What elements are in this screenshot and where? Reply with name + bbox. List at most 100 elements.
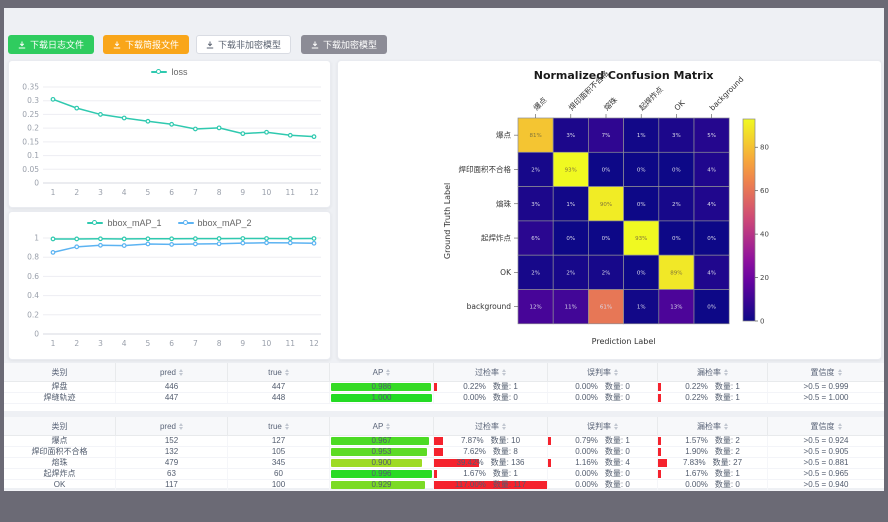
column-header-置信度[interactable]: 置信度	[768, 417, 884, 435]
svg-text:2%: 2%	[531, 167, 540, 173]
svg-text:熔珠: 熔珠	[496, 198, 511, 208]
sort-caret-icon[interactable]	[837, 368, 842, 376]
svg-text:Prediction Label: Prediction Label	[592, 337, 656, 346]
rate-count: 数量: 4	[604, 458, 630, 467]
svg-text:0.25: 0.25	[22, 110, 39, 119]
column-header-pred[interactable]: pred	[116, 417, 228, 435]
misjudge-cell: 0.00% 数量: 0	[548, 382, 658, 392]
rate-bar	[434, 383, 437, 391]
column-header-label: pred	[159, 367, 176, 377]
confidence-cell: >0.5 = 0.999	[803, 382, 849, 391]
svg-text:5: 5	[146, 188, 151, 197]
column-header-pred[interactable]: pred	[116, 363, 228, 381]
column-header-误判率[interactable]: 误判率	[548, 363, 658, 381]
sort-caret-icon[interactable]	[502, 368, 506, 376]
table-row: OK 117 100 0.929 117.00% 数量: 117 0.00% 数量: 0 0.0…	[4, 480, 884, 491]
overdetect-cell: 0.00% 数量: 0	[434, 393, 548, 403]
rate-count: 数量: 1	[492, 382, 518, 391]
sort-caret-icon[interactable]	[614, 422, 618, 430]
sort-caret-icon[interactable]	[724, 368, 728, 376]
sort-caret-icon[interactable]	[284, 422, 289, 430]
column-header-误判率[interactable]: 误判率	[548, 417, 658, 435]
sort-caret-icon[interactable]	[386, 368, 391, 376]
svg-text:Ground Truth Label: Ground Truth Label	[443, 183, 452, 259]
map-chart: 00.20.40.60.811 2 3 4 5 6 7 8 9 10 11 12	[27, 234, 321, 348]
download-encrypted-model-button[interactable]: 下载加密模型	[301, 35, 388, 54]
legend-item-bbox_mAP_2[interactable]: bbox_mAP_2	[177, 218, 252, 228]
misjudge-cell: 0.00% 数量: 0	[548, 393, 658, 403]
legend-label: bbox_mAP_1	[107, 218, 162, 228]
column-header-AP[interactable]: AP	[330, 363, 434, 381]
rate-bar	[548, 437, 551, 445]
column-header-label: pred	[159, 421, 176, 431]
svg-text:0%: 0%	[707, 305, 716, 311]
overdetect-cell: 39.42% 数量: 136	[434, 458, 548, 468]
pred-cell: 447	[116, 393, 228, 403]
legend-marker-icon	[87, 220, 104, 225]
sort-caret-icon[interactable]	[724, 422, 728, 430]
sort-caret-icon[interactable]	[179, 368, 183, 376]
download-plain-model-button[interactable]: 下载非加密模型	[196, 35, 292, 54]
rate-bar	[434, 481, 547, 489]
column-header-过检率[interactable]: 过检率	[434, 363, 548, 381]
rate-count: 数量: 136	[490, 458, 525, 467]
rate-count: 数量: 0	[604, 480, 630, 489]
svg-text:0%: 0%	[602, 167, 611, 173]
sort-caret-icon[interactable]	[502, 422, 506, 430]
svg-text:1%: 1%	[637, 133, 646, 139]
svg-text:0%: 0%	[566, 236, 575, 242]
column-header-类别: 类别	[4, 363, 116, 381]
svg-text:2%: 2%	[672, 202, 681, 208]
column-header-label: 类别	[51, 367, 68, 377]
map-chart-legend: bbox_mAP_1 bbox_mAP_2	[9, 218, 330, 228]
sort-caret-icon[interactable]	[614, 368, 618, 376]
sort-caret-icon[interactable]	[284, 368, 289, 376]
true-cell: 105	[228, 447, 330, 457]
table-row: 爆点 152 127 0.967 7.87% 数量: 10 0.79% 数量: 1 1.57% 数…	[4, 436, 884, 447]
legend-item-loss[interactable]: loss	[151, 67, 188, 77]
svg-text:12%: 12%	[529, 305, 541, 311]
column-header-true[interactable]: true	[228, 417, 330, 435]
rate-count: 数量: 0	[604, 469, 630, 478]
rate-count: 数量: 0	[604, 382, 630, 391]
rate-percent: 0.22%	[685, 393, 708, 402]
svg-text:0: 0	[34, 179, 39, 188]
overdetect-cell: 7.62% 数量: 8	[434, 447, 548, 457]
column-header-漏检率[interactable]: 漏检率	[658, 363, 768, 381]
column-header-label: true	[268, 421, 282, 431]
rate-percent: 7.87%	[460, 436, 484, 445]
download-report-button[interactable]: 下载简报文件	[103, 35, 190, 54]
class-cell: 熔珠	[4, 458, 116, 468]
svg-text:6: 6	[169, 339, 174, 348]
column-header-置信度[interactable]: 置信度	[768, 363, 884, 381]
rate-count: 数量: 117	[492, 480, 527, 489]
svg-text:93%: 93%	[565, 167, 577, 173]
rate-percent: 0.79%	[575, 436, 598, 445]
column-header-漏检率[interactable]: 漏检率	[658, 417, 768, 435]
confidence-cell: >0.5 = 0.940	[803, 480, 849, 489]
table-row: 焊盘 446 447 0.986 0.22% 数量: 1 0.00% 数量: 0 0.22% 数量…	[4, 382, 884, 393]
column-header-AP[interactable]: AP	[330, 417, 434, 435]
legend-item-bbox_mAP_1[interactable]: bbox_mAP_1	[87, 218, 162, 228]
svg-text:90%: 90%	[600, 202, 612, 208]
rate-percent: 0.00%	[685, 480, 708, 489]
svg-text:爆点: 爆点	[531, 94, 549, 112]
svg-text:起焊炸点: 起焊炸点	[481, 233, 511, 243]
svg-text:起焊炸点: 起焊炸点	[637, 84, 666, 113]
sort-caret-icon[interactable]	[837, 422, 842, 430]
miss-cell: 1.90% 数量: 2	[658, 447, 768, 457]
svg-text:1%: 1%	[566, 202, 575, 208]
svg-text:2: 2	[74, 339, 79, 348]
sort-caret-icon[interactable]	[179, 422, 183, 430]
sort-caret-icon[interactable]	[386, 422, 391, 430]
download-log-button[interactable]: 下载日志文件	[8, 35, 95, 54]
svg-text:8: 8	[217, 339, 222, 348]
true-cell: 60	[228, 469, 330, 479]
column-header-true[interactable]: true	[228, 363, 330, 381]
class-cell: 焊缝轨迹	[4, 393, 116, 403]
confidence-cell: >0.5 = 1.000	[803, 393, 849, 402]
column-header-过检率[interactable]: 过检率	[434, 417, 548, 435]
ap-cell: 0.986	[330, 382, 434, 392]
rate-count: 数量: 1	[714, 393, 740, 402]
overdetect-cell: 117.00% 数量: 117	[434, 480, 548, 490]
